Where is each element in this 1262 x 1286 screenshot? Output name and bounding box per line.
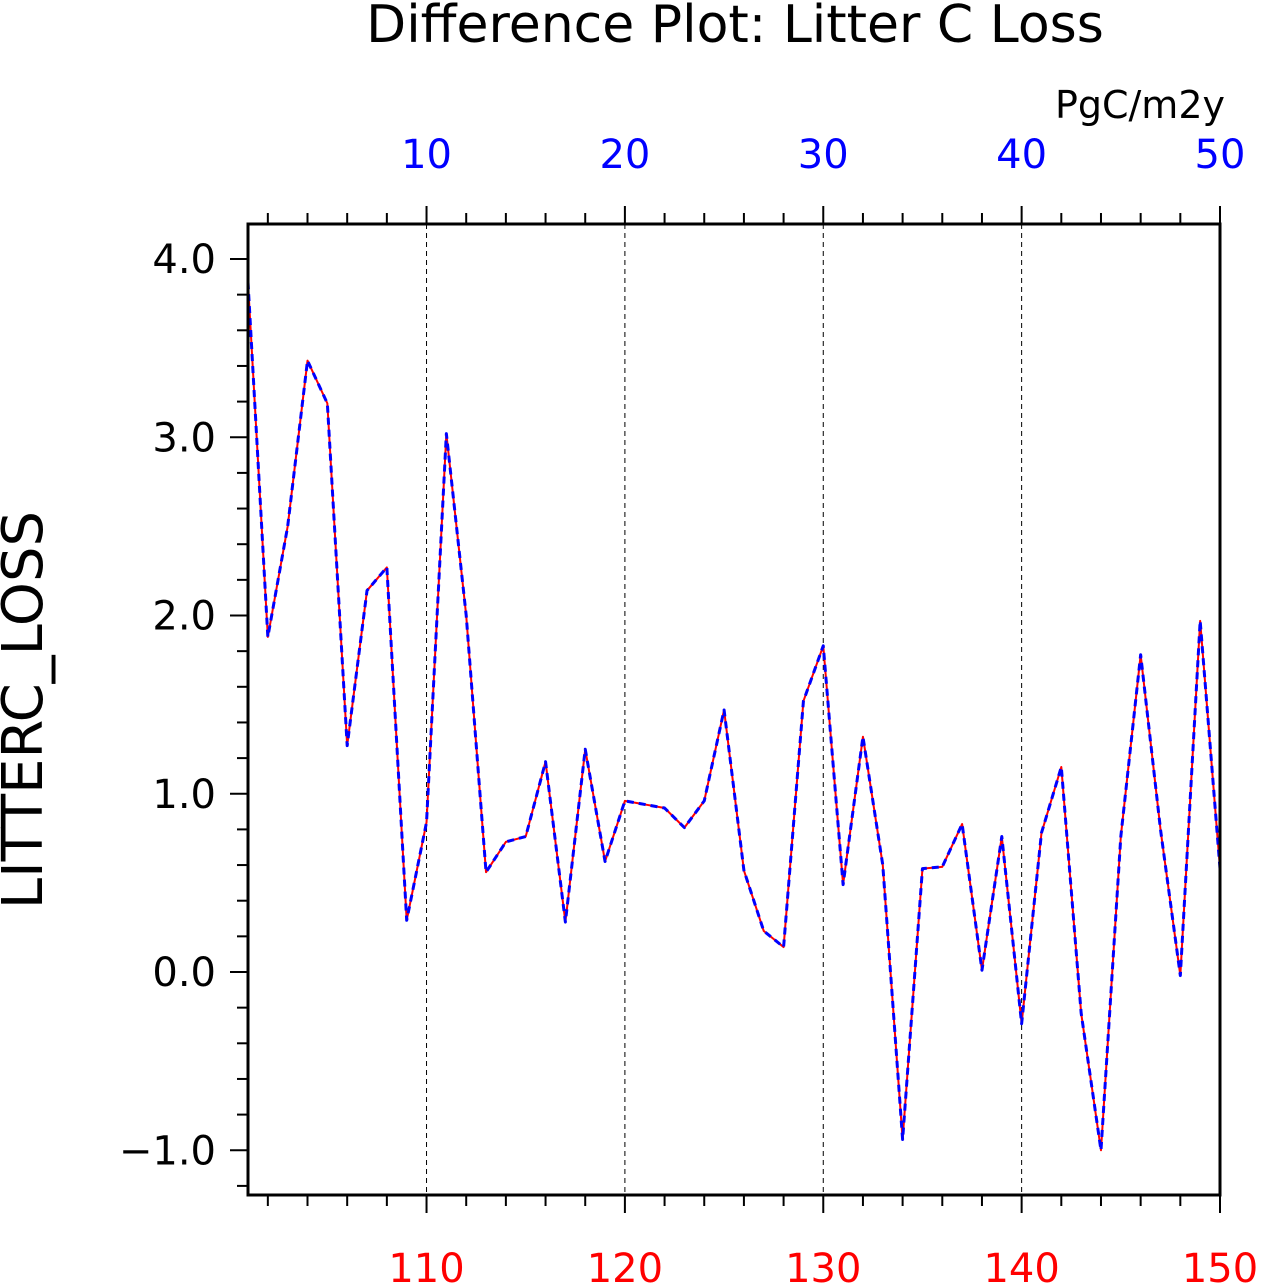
y-tick-label: 3.0 xyxy=(152,415,216,461)
x-top-tick-label: 30 xyxy=(798,132,849,178)
axis-ticks xyxy=(230,206,1221,1213)
series-lines xyxy=(246,282,1222,1152)
x-bottom-tick-label: 150 xyxy=(1182,1246,1258,1286)
y-tick-label: 1.0 xyxy=(152,772,216,818)
x-bottom-tick-label: 110 xyxy=(388,1246,464,1286)
y-tick-label: 2.0 xyxy=(152,594,216,640)
y-axis-label: LITTERC_LOSS xyxy=(0,511,56,909)
x-top-tick-label: 20 xyxy=(599,132,650,178)
x-bottom-tick-label: 130 xyxy=(785,1246,861,1286)
x-top-tick-label: 10 xyxy=(401,132,452,178)
series-line-2 xyxy=(246,282,1222,1152)
x-bottom-tick-label: 120 xyxy=(587,1246,663,1286)
y-tick-label: 4.0 xyxy=(152,237,216,283)
x-bottom-tick-label: 140 xyxy=(983,1246,1059,1286)
chart-title: Difference Plot: Litter C Loss xyxy=(366,0,1104,55)
y-tick-label: 0.0 xyxy=(152,950,216,996)
units-label: PgC/m2y xyxy=(1055,83,1225,127)
x-top-tick-label: 40 xyxy=(996,132,1047,178)
plot-frame xyxy=(246,222,1222,1197)
tick-labels: −1.0 0.0 1.0 2.0 3.0 4.0 110 120 130 140 150 10 20 30… xyxy=(119,132,1258,1286)
series-line-1 xyxy=(247,282,1221,1152)
y-tick-label: −1.0 xyxy=(119,1128,216,1174)
x-top-tick-label: 50 xyxy=(1195,132,1246,178)
